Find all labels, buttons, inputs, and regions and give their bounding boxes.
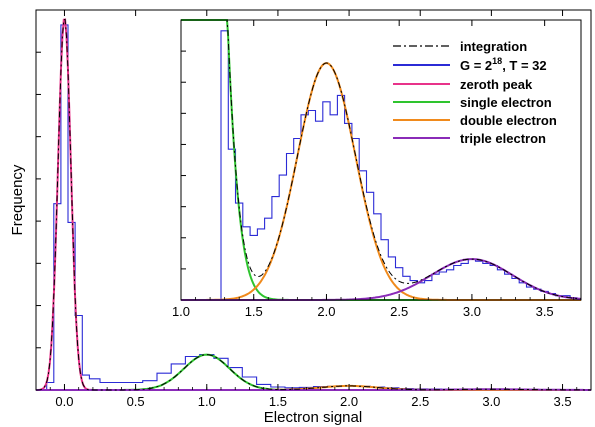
inset-x-tick-label: 3.5 xyxy=(536,304,554,319)
main-x-tick-label: 0.0 xyxy=(55,394,73,409)
inset-histogram-line xyxy=(220,30,578,300)
inset-plot-frame xyxy=(180,19,582,301)
inset-x-tick-label: 2.5 xyxy=(390,304,408,319)
y-axis-label: Frequency xyxy=(9,164,26,235)
legend-label-triple: triple electron xyxy=(460,131,546,146)
inset-x-tick-label: 1.0 xyxy=(172,304,190,319)
legend-label-histogram-tail: , T = 32 xyxy=(502,58,546,73)
inset-x-tick-label: 1.5 xyxy=(245,304,263,319)
inset-x-tick-label: 3.0 xyxy=(463,304,481,319)
legend-label-histogram-main: G = 2 xyxy=(460,58,492,73)
legend-label-histogram-sup: 18 xyxy=(492,56,502,66)
main-x-ticks: 0.0 0.5 1.0 1.5 2.0 2.5 3.0 3.5 xyxy=(35,10,592,409)
main-x-tick-label: 2.0 xyxy=(340,394,358,409)
main-x-tick-label: 0.5 xyxy=(127,394,145,409)
inset-y-ticks xyxy=(181,19,186,270)
inset-plot-background xyxy=(181,20,581,300)
legend-label-integration: integration xyxy=(460,39,527,54)
main-y-ticks xyxy=(36,9,41,349)
main-x-tick-label: 1.0 xyxy=(198,394,216,409)
main-x-tick-label: 1.5 xyxy=(269,394,287,409)
legend-label-histogram: G = 218, T = 32 xyxy=(460,56,547,73)
main-curves xyxy=(36,18,591,391)
main-x-tick-label: 3.5 xyxy=(553,394,571,409)
inset-x-ticks: 1.0 1.5 2.0 2.5 3.0 3.5 xyxy=(172,20,575,319)
legend: integration G = 218, T = 32 zeroth peak … xyxy=(393,39,557,146)
legend-label-single: single electron xyxy=(460,95,552,110)
inset-integration-line xyxy=(181,19,582,300)
main-integration-line xyxy=(36,18,591,391)
main-single-electron-line xyxy=(36,353,591,391)
legend-label-zeroth: zeroth peak xyxy=(460,77,533,92)
inset-x-tick-label: 2.0 xyxy=(317,304,335,319)
main-x-tick-label: 3.0 xyxy=(482,394,500,409)
legend-label-double: double electron xyxy=(460,113,557,128)
x-axis-label: Electron signal xyxy=(264,409,362,426)
main-x-tick-label: 2.5 xyxy=(411,394,429,409)
main-triple-electron-line xyxy=(36,388,591,391)
